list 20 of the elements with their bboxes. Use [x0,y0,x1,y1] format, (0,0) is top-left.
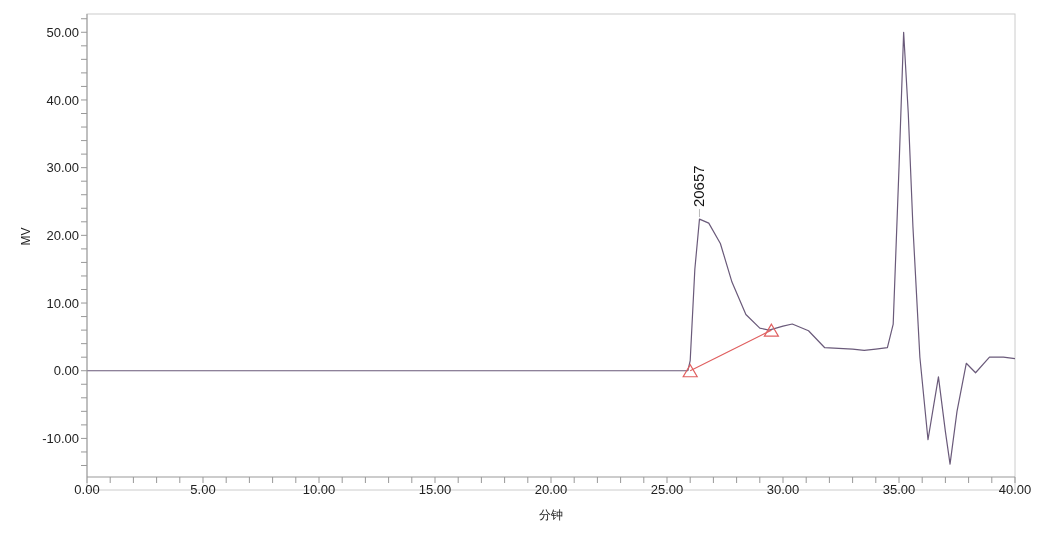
x-tick-label: 15.00 [418,482,452,498]
x-tick-label: 20.00 [534,482,568,498]
y-tick-label: 0.00 [53,363,79,379]
y-axis-title: MV [19,227,34,246]
x-axis-title: 分钟 [539,508,563,522]
y-tick-label: 30.00 [46,160,79,176]
y-tick-label: -10.00 [42,431,79,447]
x-tick-label: 10.00 [302,482,336,498]
x-tick-label: 25.00 [650,482,684,498]
annotation: 20657 [690,165,708,208]
y-tick-label: 20.00 [46,227,79,243]
x-tick-label: 0.00 [74,482,100,498]
line-series [87,31,1015,465]
x-tick-label: 30.00 [766,482,800,498]
x-tick-label: 5.00 [190,482,216,498]
y-tick-label: 50.00 [46,24,79,40]
y-tick-label: 40.00 [46,92,79,108]
x-tick-label: 35.00 [882,482,916,498]
y-tick-label: 10.00 [46,295,79,311]
x-tick-label: 40.00 [998,482,1032,498]
